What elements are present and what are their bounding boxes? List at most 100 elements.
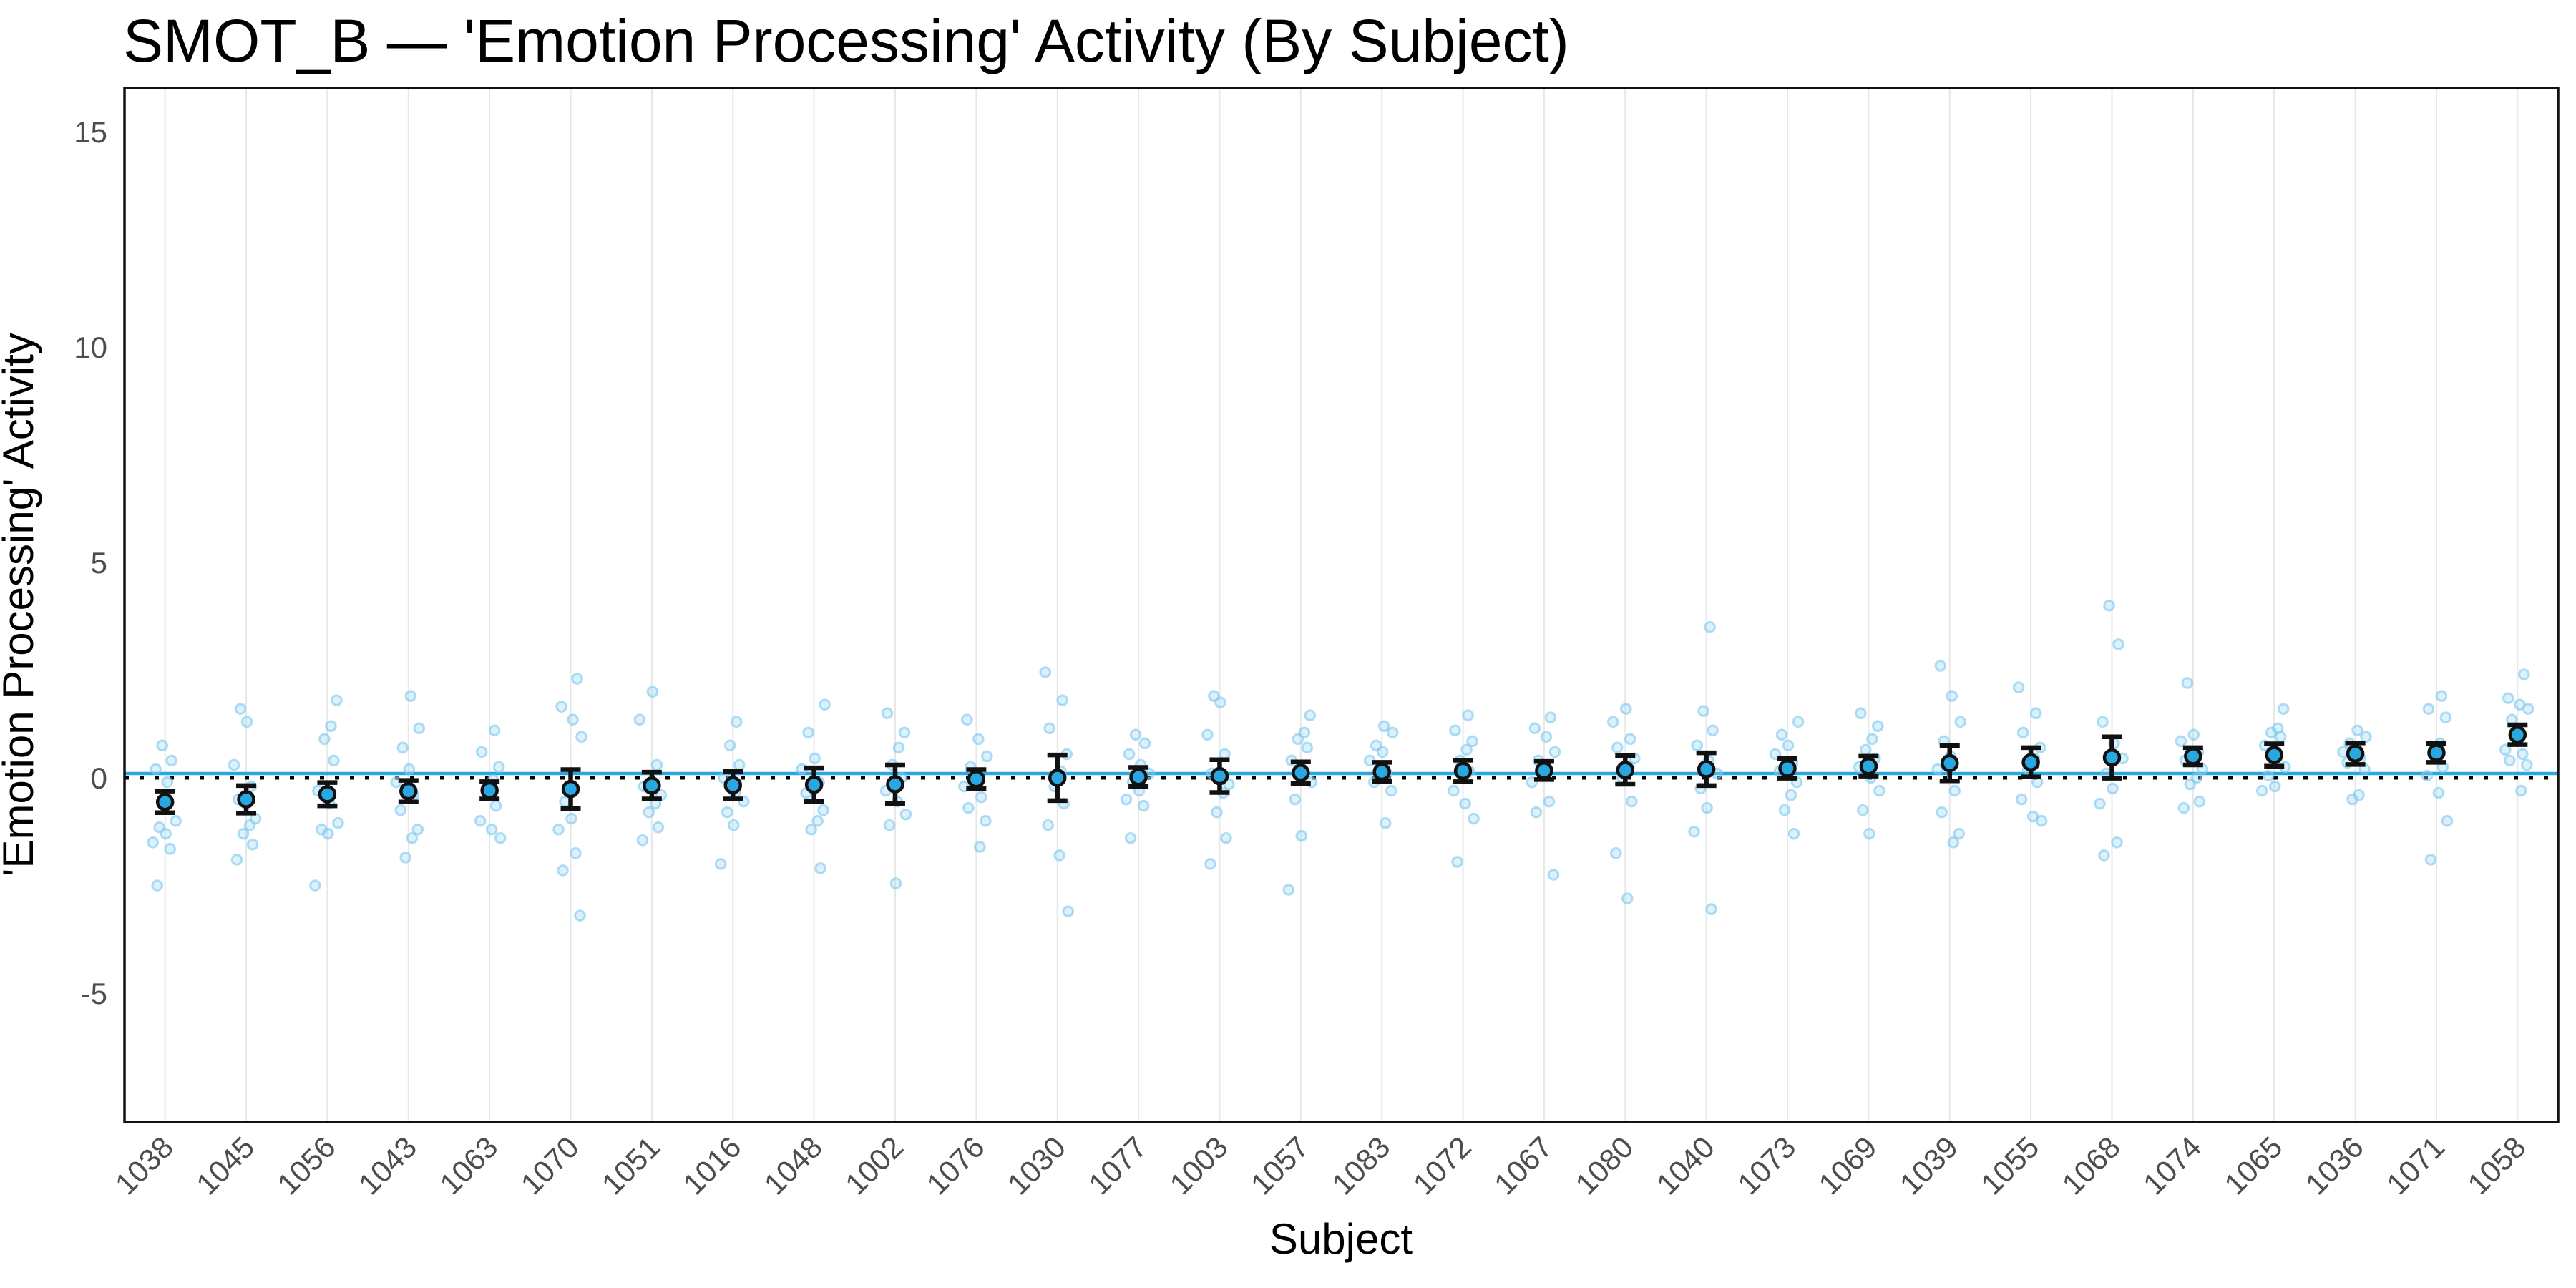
- raw-point: [555, 701, 567, 713]
- mean-point: [1372, 762, 1391, 781]
- mean-point: [723, 776, 742, 794]
- x-tick-label: 1065: [2218, 1130, 2288, 1201]
- x-tick-label: 1040: [1650, 1130, 1721, 1201]
- raw-point: [475, 746, 488, 758]
- raw-point: [1528, 722, 1541, 735]
- raw-point: [1872, 720, 1884, 733]
- raw-point: [1451, 856, 1463, 868]
- raw-point: [399, 852, 412, 864]
- raw-point: [160, 827, 172, 840]
- raw-point: [1138, 737, 1151, 750]
- raw-point: [814, 862, 826, 874]
- raw-point: [1934, 660, 1947, 672]
- raw-point: [2255, 784, 2268, 797]
- raw-point: [889, 877, 902, 889]
- raw-point: [1624, 733, 1636, 746]
- x-tick-label: 1002: [839, 1130, 909, 1201]
- plot-panel: [123, 87, 2560, 1123]
- raw-point: [1621, 892, 1634, 904]
- raw-point: [1857, 804, 1869, 816]
- raw-point: [571, 673, 583, 685]
- raw-point: [2175, 735, 2187, 748]
- mean-point: [561, 779, 580, 799]
- x-tick-label: 1039: [1893, 1130, 1964, 1201]
- mean-point: [2427, 743, 2446, 762]
- raw-point: [150, 763, 162, 776]
- raw-point: [2422, 703, 2435, 715]
- raw-point: [1376, 746, 1389, 758]
- x-tick-label: 1072: [1407, 1130, 1478, 1201]
- raw-point: [1704, 621, 1716, 633]
- raw-point: [1866, 733, 1878, 746]
- raw-point: [234, 703, 247, 715]
- raw-point: [2439, 711, 2452, 724]
- mean-point: [237, 790, 255, 809]
- raw-point: [1043, 722, 1056, 735]
- y-tick-label: 15: [74, 115, 107, 149]
- raw-point: [1214, 696, 1226, 708]
- mean-point: [155, 792, 175, 811]
- x-tick-label: 1070: [514, 1130, 585, 1201]
- raw-point: [1946, 690, 1958, 702]
- raw-point: [1606, 716, 1619, 728]
- x-tick-label: 1003: [1163, 1130, 1234, 1201]
- raw-point: [1448, 784, 1460, 797]
- raw-point: [1782, 739, 1795, 752]
- raw-point: [2098, 849, 2110, 862]
- mean-point: [1859, 756, 1878, 776]
- raw-point: [156, 739, 168, 752]
- raw-point: [570, 847, 582, 859]
- raw-point: [636, 834, 649, 847]
- raw-point: [1785, 789, 1797, 801]
- x-tick-label: 1058: [2461, 1130, 2532, 1201]
- x-tick-label: 1048: [758, 1130, 829, 1201]
- raw-point: [1611, 741, 1624, 754]
- raw-point: [485, 823, 498, 836]
- raw-point: [883, 819, 896, 831]
- x-tick-label: 1045: [190, 1130, 260, 1201]
- raw-point: [1295, 829, 1308, 842]
- raw-point: [2518, 668, 2530, 680]
- mean-point: [480, 781, 499, 800]
- raw-point: [2097, 716, 2109, 728]
- mean-point: [1453, 761, 1473, 781]
- raw-point: [1123, 748, 1136, 761]
- raw-point: [1459, 797, 1471, 810]
- raw-point: [898, 726, 911, 739]
- raw-point: [1863, 827, 1875, 840]
- raw-point: [243, 819, 256, 831]
- raw-point: [972, 733, 985, 746]
- raw-point: [2277, 703, 2290, 715]
- raw-point: [1053, 849, 1066, 862]
- raw-point: [1466, 735, 1478, 748]
- raw-point: [328, 754, 340, 767]
- raw-point: [557, 864, 569, 877]
- raw-point: [2502, 692, 2514, 704]
- raw-point: [2012, 681, 2025, 693]
- raw-point: [403, 763, 416, 776]
- raw-point: [892, 741, 905, 754]
- raw-point: [2016, 726, 2029, 739]
- x-tick-label: 1056: [270, 1130, 341, 1201]
- raw-point: [1873, 784, 1885, 797]
- raw-point: [2193, 795, 2206, 808]
- raw-point: [1062, 905, 1075, 917]
- raw-point: [325, 720, 337, 733]
- raw-point: [567, 713, 579, 726]
- raw-point: [2351, 724, 2363, 737]
- raw-point: [1379, 816, 1392, 829]
- raw-point: [574, 909, 586, 922]
- raw-point: [1292, 733, 1304, 746]
- mean-point: [804, 775, 824, 794]
- raw-point: [164, 843, 176, 855]
- raw-point: [1282, 884, 1295, 896]
- x-tick-label: 1038: [109, 1130, 180, 1201]
- raw-point: [727, 819, 740, 831]
- raw-point: [1936, 806, 1948, 819]
- raw-point: [1377, 720, 1390, 733]
- raw-point: [1137, 799, 1150, 812]
- x-tick-label: 1051: [595, 1130, 666, 1201]
- y-axis-title: 'Emotion Processing' Activity: [0, 333, 42, 877]
- raw-point: [1778, 804, 1791, 816]
- raw-point: [714, 858, 727, 870]
